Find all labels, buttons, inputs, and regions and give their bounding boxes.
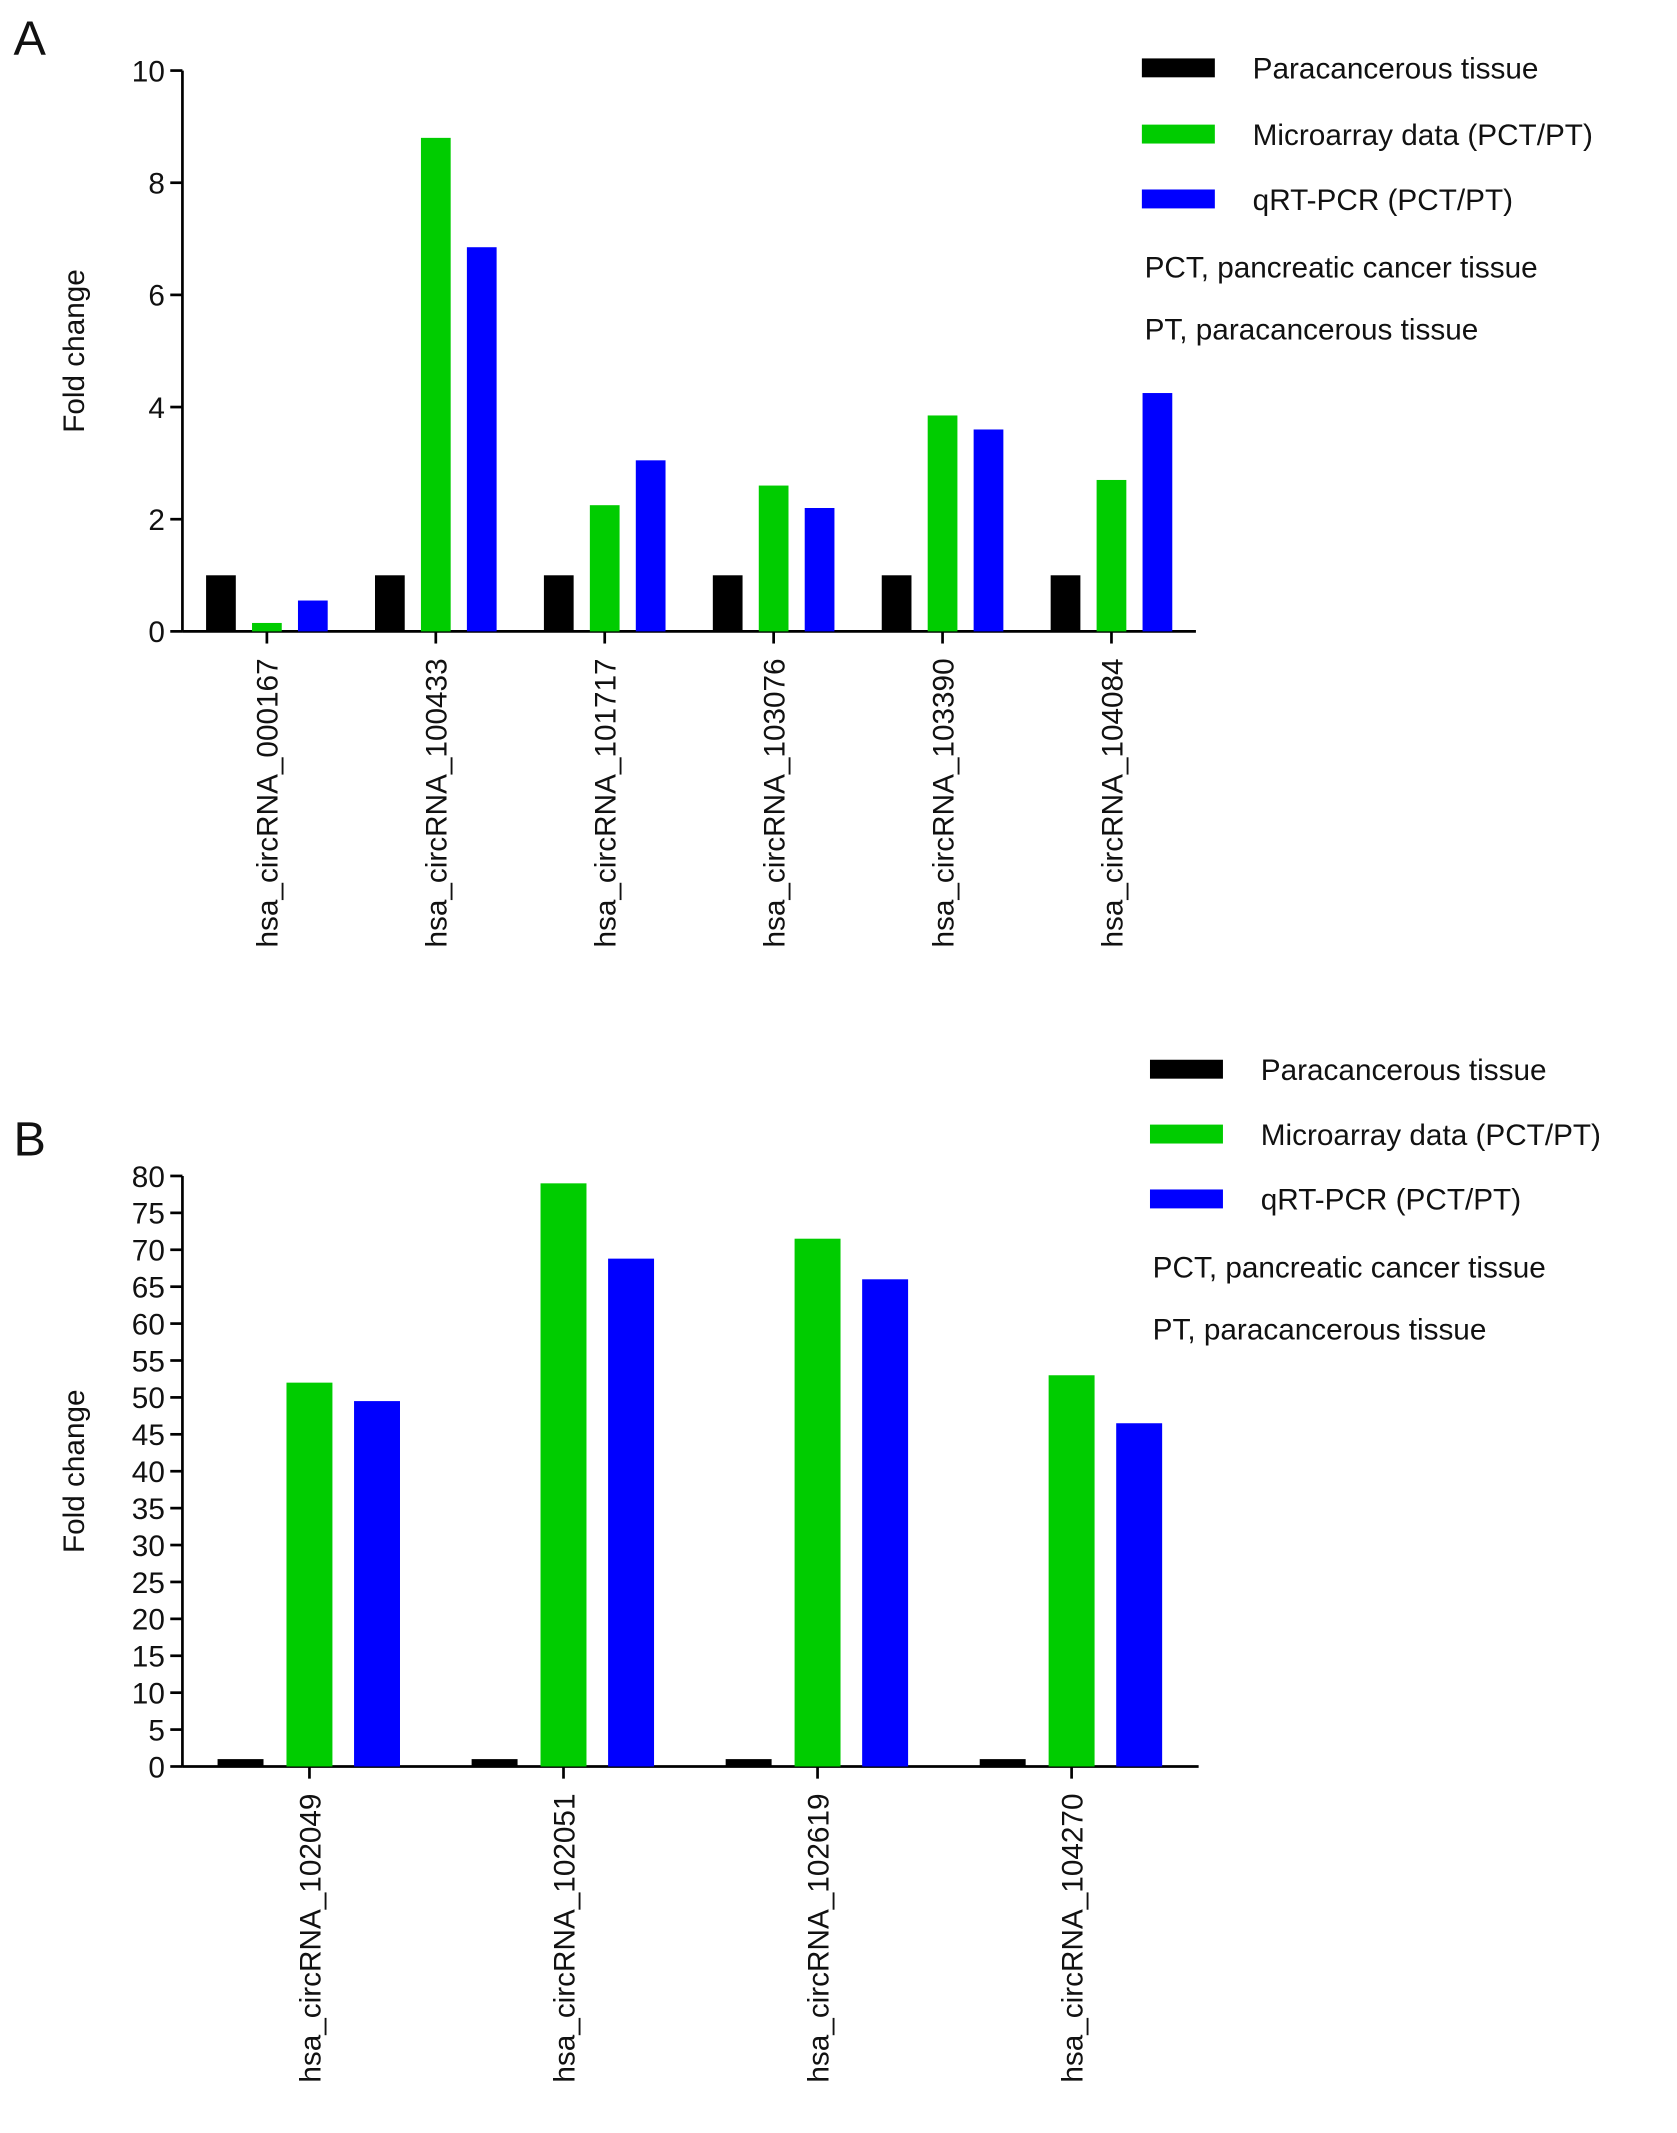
y-tick-label: 25 (132, 1567, 165, 1600)
bar (979, 1759, 1026, 1767)
x-tick-label: hsa_circRNA_101717 (590, 658, 623, 947)
annotation: PT, paracancerous tissue (1153, 1313, 1487, 1346)
y-tick-label: 15 (132, 1641, 165, 1674)
panel-label: B (14, 1113, 46, 1167)
bar (471, 1759, 518, 1767)
x-tick-label: hsa_circRNA_104270 (1056, 1794, 1089, 2083)
y-tick-label: 10 (132, 1677, 165, 1710)
bar (297, 600, 328, 632)
legend-label: Paracancerous tissue (1261, 1054, 1547, 1087)
y-tick-label: 2 (148, 504, 165, 537)
x-tick-label: hsa_circRNA_102619 (802, 1794, 835, 2083)
bar (794, 1238, 841, 1767)
bar (973, 429, 1004, 632)
bar (589, 505, 620, 632)
legend-label: Microarray data (PCT/PT) (1253, 119, 1593, 152)
y-tick-label: 0 (148, 1751, 165, 1784)
y-tick-label: 0 (148, 616, 165, 649)
y-tick-label: 5 (148, 1714, 165, 1747)
legend-label: qRT-PCR (PCT/PT) (1261, 1184, 1521, 1217)
x-tick-label: hsa_circRNA_102049 (294, 1794, 327, 2083)
annotation: PCT, pancreatic cancer tissue (1145, 251, 1538, 284)
bar (927, 415, 958, 632)
bar (758, 485, 789, 632)
y-axis-label: Fold change (58, 269, 91, 433)
bar (206, 575, 236, 632)
x-tick-label: hsa_circRNA_104084 (1096, 658, 1129, 947)
y-tick-label: 6 (148, 280, 165, 313)
y-axis-label: Fold change (58, 1389, 91, 1553)
bar (881, 575, 912, 632)
y-tick-label: 70 (132, 1235, 165, 1268)
annotation: PCT, pancreatic cancer tissue (1153, 1251, 1546, 1284)
legend-swatch (1149, 1124, 1223, 1144)
x-tick-label: hsa_circRNA_103076 (758, 658, 791, 947)
bar (217, 1759, 264, 1767)
bar (635, 460, 666, 632)
bar (286, 1382, 333, 1767)
bar (1142, 393, 1173, 632)
y-tick-label: 55 (132, 1345, 165, 1378)
legend-swatch (1141, 124, 1215, 144)
legend-swatch (1149, 1189, 1223, 1209)
bar (1116, 1423, 1163, 1767)
bar (252, 622, 282, 632)
y-tick-label: 65 (132, 1271, 165, 1304)
y-tick-label: 8 (148, 168, 165, 201)
annotation: PT, paracancerous tissue (1145, 313, 1479, 346)
bar (420, 137, 451, 632)
y-tick-label: 30 (132, 1530, 165, 1563)
bar (725, 1759, 772, 1767)
y-tick-label: 40 (132, 1456, 165, 1489)
x-tick-label: hsa_circRNA_100433 (421, 658, 454, 947)
legend-swatch (1149, 1059, 1223, 1079)
y-tick-label: 50 (132, 1382, 165, 1415)
bar (1050, 575, 1081, 632)
x-tick-label: hsa_circRNA_103390 (927, 658, 960, 947)
legend-label: qRT-PCR (PCT/PT) (1253, 184, 1513, 217)
panel-label: A (14, 11, 47, 65)
y-tick-label: 20 (132, 1604, 165, 1637)
y-tick-label: 35 (132, 1493, 165, 1526)
bar (712, 575, 743, 632)
x-tick-label: hsa_circRNA_102051 (548, 1794, 581, 2083)
bar (354, 1401, 400, 1767)
bar (543, 575, 574, 632)
y-tick-label: 4 (148, 392, 165, 425)
x-tick-label: hsa_circRNA_000167 (252, 658, 285, 947)
bar (804, 507, 835, 632)
bar (1096, 479, 1127, 632)
legend-label: Microarray data (PCT/PT) (1261, 1119, 1601, 1152)
y-tick-label: 75 (132, 1198, 165, 1231)
bar (374, 575, 405, 632)
bar (862, 1279, 909, 1767)
y-tick-label: 10 (132, 55, 165, 88)
y-tick-label: 60 (132, 1308, 165, 1341)
bar (1048, 1375, 1095, 1767)
y-tick-label: 80 (132, 1161, 165, 1194)
bar (466, 247, 497, 632)
y-tick-label: 45 (132, 1419, 165, 1452)
legend-label: Paracancerous tissue (1253, 53, 1539, 86)
legend-swatch (1141, 58, 1215, 78)
bar (608, 1258, 655, 1767)
legend-swatch (1141, 189, 1215, 209)
bar (540, 1183, 587, 1767)
